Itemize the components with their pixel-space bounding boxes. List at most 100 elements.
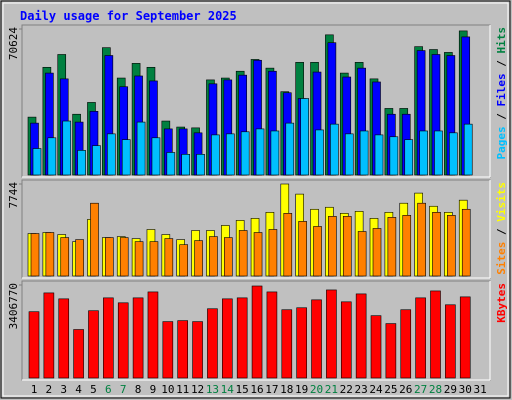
- legend-entry: Sites: [495, 242, 508, 275]
- bar: [389, 136, 399, 176]
- bar: [340, 301, 352, 379]
- x-tick-label: 6: [105, 383, 112, 396]
- bar: [445, 304, 456, 379]
- x-tick-label: 20: [310, 383, 323, 396]
- bar: [374, 134, 384, 176]
- x-tick-label: 2: [46, 383, 53, 396]
- x-tick-label: 12: [191, 383, 204, 396]
- x-tick-label: 21: [325, 383, 338, 396]
- bar: [62, 120, 72, 176]
- bar: [88, 310, 99, 379]
- x-tick-label: 24: [369, 383, 383, 396]
- bar: [342, 216, 352, 277]
- x-tick-label: 10: [161, 383, 174, 396]
- bar: [461, 208, 471, 277]
- x-tick-label: 29: [444, 383, 457, 396]
- x-tick-label: 8: [135, 383, 142, 396]
- bar: [240, 131, 250, 176]
- bar: [387, 217, 397, 277]
- x-tick-label: 15: [236, 383, 249, 396]
- bar: [107, 133, 116, 176]
- bar: [400, 309, 412, 379]
- bar: [283, 213, 293, 277]
- bar: [194, 240, 203, 277]
- bar: [121, 139, 131, 176]
- x-tick-label: 31: [473, 383, 486, 396]
- bar: [298, 221, 307, 277]
- x-tick-label: 17: [265, 383, 278, 396]
- x-tick-label: 14: [221, 383, 235, 396]
- bar: [209, 236, 218, 277]
- x-tick-label: 18: [280, 383, 293, 396]
- bar: [92, 145, 101, 176]
- bar: [90, 202, 99, 277]
- bar: [419, 130, 428, 176]
- bar: [77, 150, 86, 176]
- bar: [192, 321, 203, 379]
- legend-separator: /: [495, 107, 508, 127]
- bar: [60, 237, 70, 277]
- bar: [119, 237, 129, 277]
- bar: [32, 148, 42, 176]
- bar: [164, 238, 174, 277]
- bar: [463, 123, 473, 176]
- bar: [385, 323, 397, 379]
- bar: [430, 290, 441, 379]
- legend: Sites / Visits: [495, 182, 508, 275]
- legend-entry: Hits: [495, 27, 508, 54]
- bar: [253, 232, 263, 277]
- bar: [73, 329, 84, 379]
- bar: [117, 302, 129, 379]
- x-tick-label: 25: [384, 383, 397, 396]
- x-tick-label: 13: [206, 383, 219, 396]
- bar: [432, 212, 441, 277]
- bar: [211, 134, 220, 176]
- bar: [447, 215, 456, 277]
- bar: [238, 230, 248, 277]
- x-tick-label: 11: [176, 383, 189, 396]
- x-tick-label: 1: [31, 383, 38, 396]
- x-tick-label: 16: [250, 383, 263, 396]
- legend-entry: Visits: [495, 182, 508, 222]
- bar: [402, 215, 412, 277]
- bar: [359, 130, 369, 176]
- bar: [344, 133, 354, 176]
- bar: [357, 231, 367, 277]
- bar: [255, 128, 265, 176]
- bar: [311, 299, 322, 379]
- bar: [196, 154, 205, 176]
- legend-separator: /: [495, 222, 508, 242]
- x-tick-label: 30: [459, 383, 472, 396]
- bar: [328, 216, 337, 277]
- bar: [296, 307, 307, 379]
- bar: [417, 202, 426, 277]
- bar: [285, 122, 295, 176]
- legend-entry: Files: [495, 73, 508, 106]
- bar: [459, 296, 471, 379]
- bar: [355, 293, 367, 379]
- bar: [268, 229, 278, 277]
- bar: [47, 137, 57, 176]
- chart-title: Daily usage for September 2025: [20, 9, 237, 23]
- bar: [207, 308, 218, 379]
- bar: [313, 226, 322, 277]
- x-tick-label: 9: [150, 383, 157, 396]
- bar: [251, 285, 263, 379]
- bar: [181, 154, 190, 176]
- x-tick-label: 7: [120, 383, 127, 396]
- legend-separator: /: [495, 54, 508, 74]
- bar: [370, 315, 382, 379]
- x-tick-label: 27: [414, 383, 427, 396]
- bar: [236, 297, 248, 379]
- bar: [326, 289, 337, 379]
- bar: [224, 237, 233, 277]
- y-tick-label: 70624: [7, 27, 20, 60]
- y-tick-label: 7744: [7, 182, 20, 209]
- bar: [281, 309, 293, 379]
- bar: [315, 129, 324, 176]
- bar: [58, 298, 70, 379]
- x-tick-label: 23: [355, 383, 368, 396]
- bar: [266, 291, 278, 379]
- bar: [147, 291, 159, 379]
